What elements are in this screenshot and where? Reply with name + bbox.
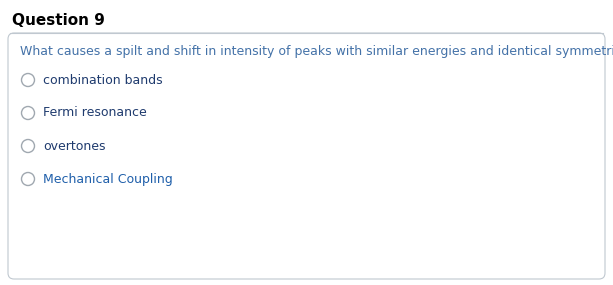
Text: combination bands: combination bands [43, 74, 162, 87]
Circle shape [21, 107, 34, 119]
Text: overtones: overtones [43, 139, 105, 152]
Circle shape [21, 139, 34, 152]
Text: What causes a spilt and shift in intensity of peaks with similar energies and id: What causes a spilt and shift in intensi… [20, 45, 613, 58]
Text: Mechanical Coupling: Mechanical Coupling [43, 172, 173, 186]
Circle shape [21, 74, 34, 87]
Circle shape [21, 172, 34, 186]
Text: Question 9: Question 9 [12, 13, 105, 28]
Text: Fermi resonance: Fermi resonance [43, 107, 147, 119]
FancyBboxPatch shape [8, 33, 605, 279]
